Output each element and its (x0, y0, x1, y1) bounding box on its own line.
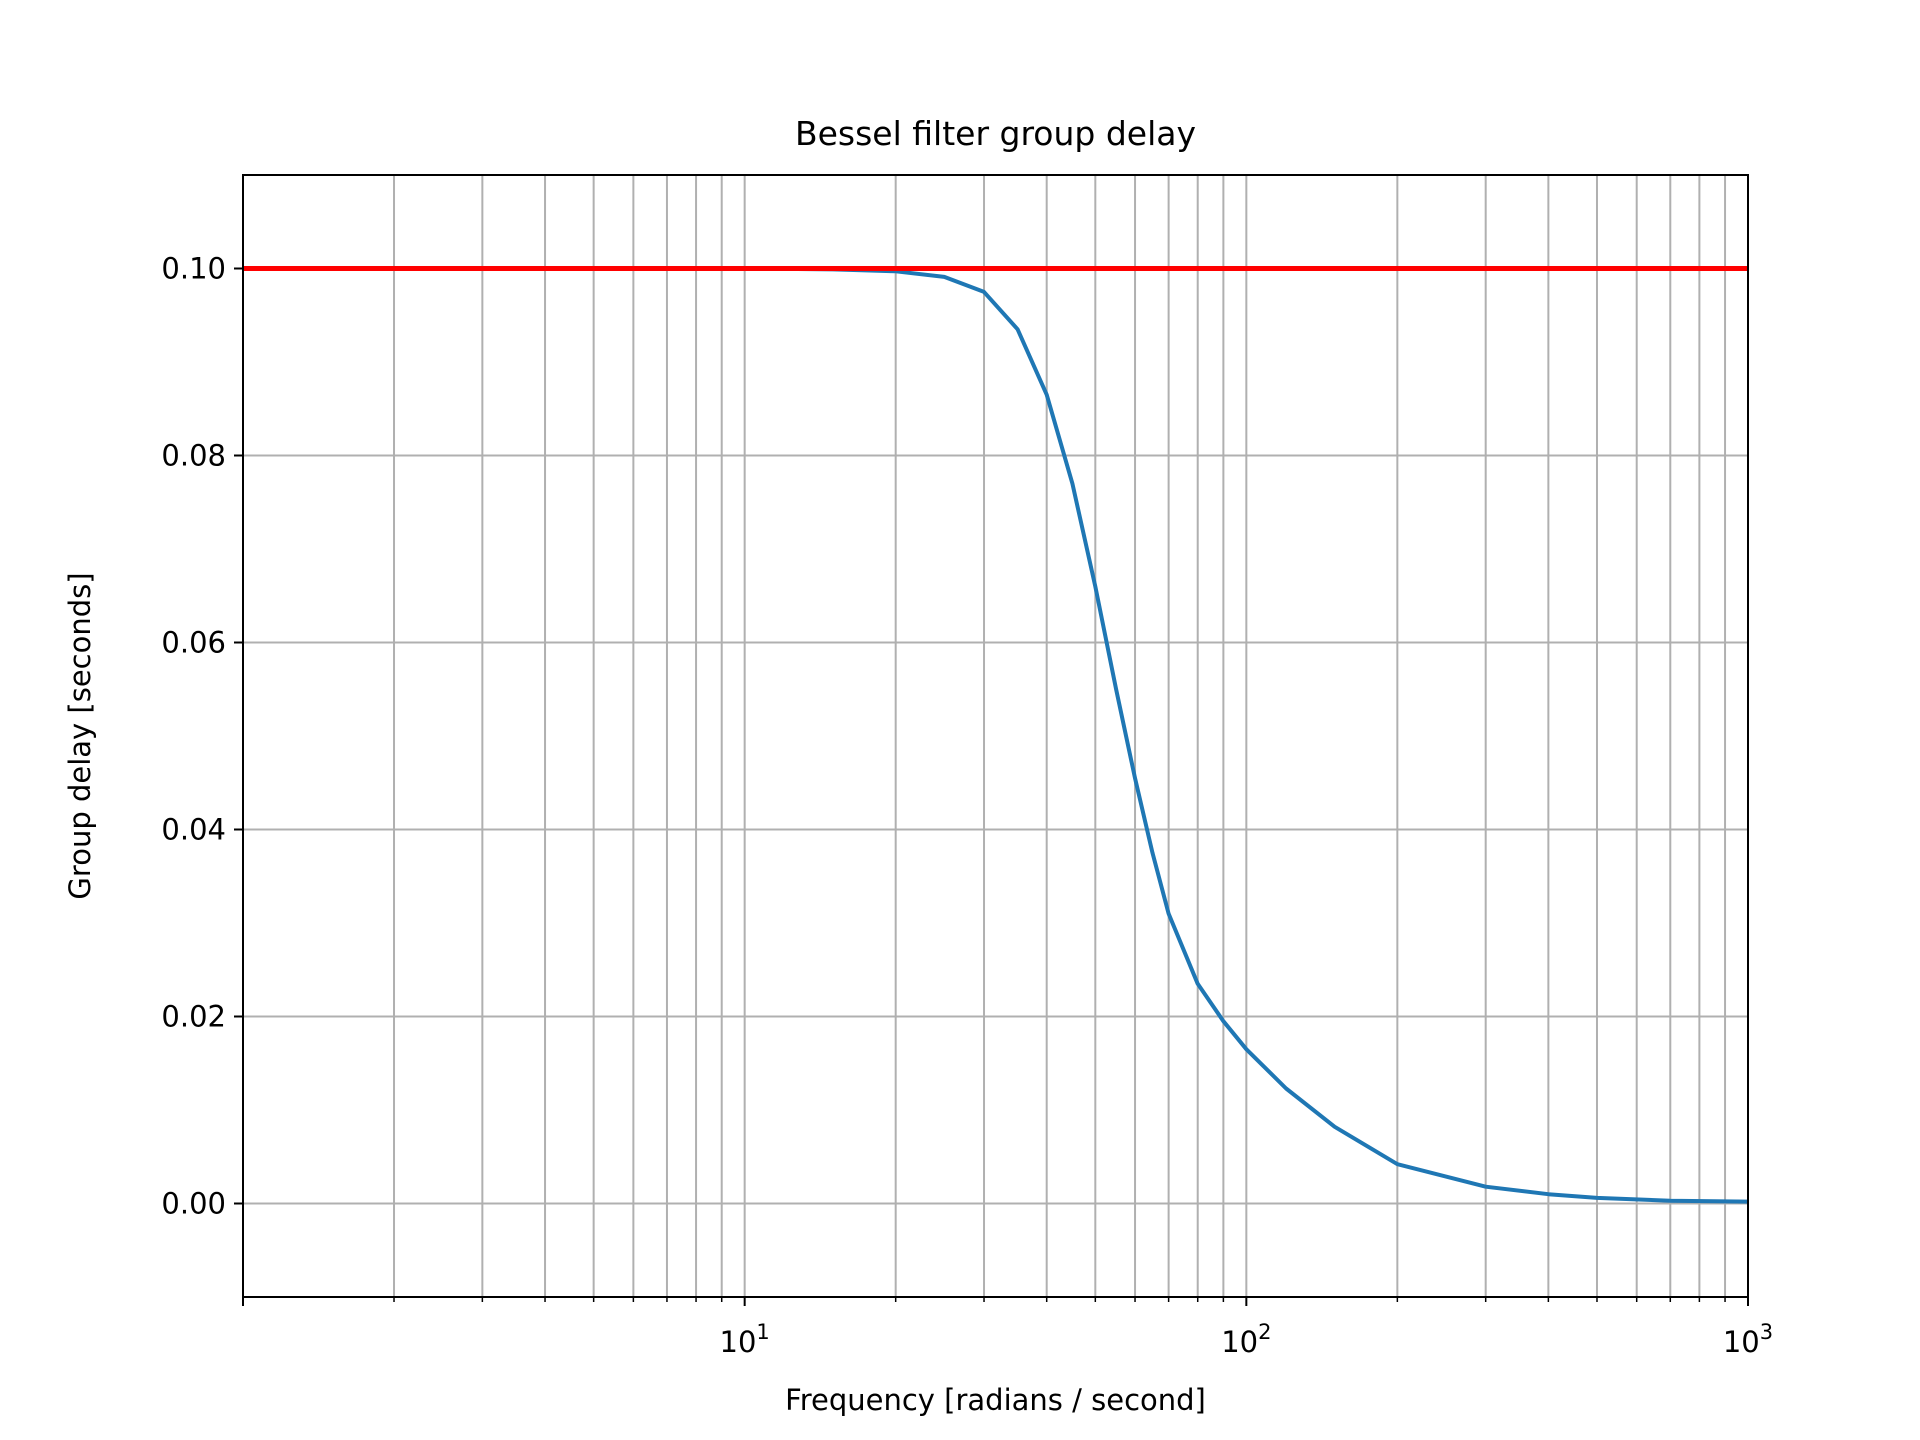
y-tick-label: 0.06 (161, 626, 226, 660)
data-layer (243, 266, 1749, 1204)
chart-title: Bessel filter group delay (795, 114, 1196, 153)
plot-frame (242, 174, 1749, 1298)
x-axis-label: Frequency [radians / second] (785, 1383, 1206, 1417)
tick-layer: 101 102 103 0.00 0.02 0.04 0.06 0.08 0.10 (161, 252, 1773, 1360)
y-tick-label: 0.02 (161, 1000, 226, 1034)
x-tick-label: 102 (1221, 1320, 1271, 1359)
x-tick-label: 101 (720, 1320, 770, 1359)
y-axis-label: Group delay [seconds] (63, 572, 97, 899)
group-delay-series-line (243, 266, 1749, 1204)
y-tick-label: 0.10 (161, 252, 226, 286)
x-tick-label: 103 (1723, 1320, 1773, 1359)
y-tick-label: 0.04 (161, 813, 226, 847)
y-tick-label: 0.08 (161, 439, 226, 473)
grid-layer (243, 175, 1748, 1297)
y-tick-label: 0.00 (161, 1187, 226, 1221)
